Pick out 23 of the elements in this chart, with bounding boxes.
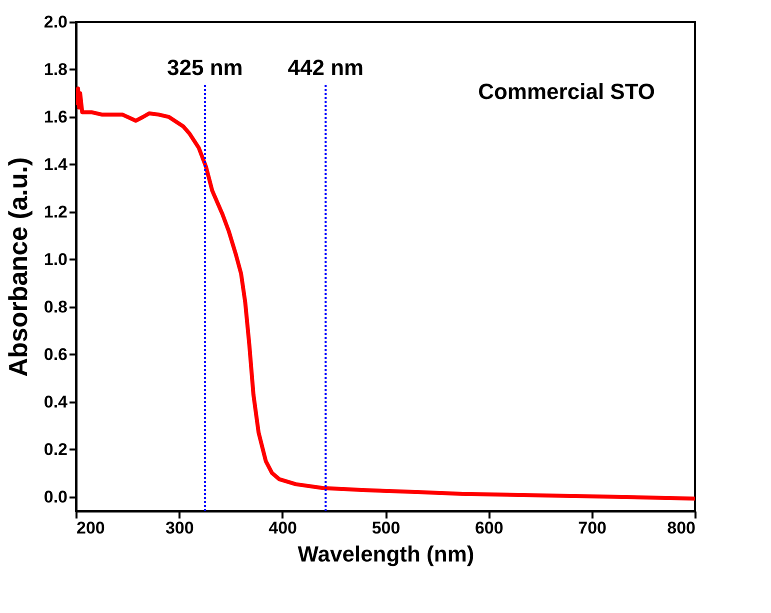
y-tick-label: 0.4 (44, 392, 68, 412)
y-tick-label: 0.0 (44, 487, 68, 506)
x-tick-label: 400 (268, 518, 298, 538)
ref-line-label: 325 nm (167, 55, 243, 80)
x-tick-label: 700 (578, 518, 607, 538)
x-tick-label: 500 (372, 518, 400, 538)
y-tick-label: 0.6 (44, 344, 68, 364)
y-tick-label: 1.0 (44, 250, 68, 269)
y-tick-label: 2.0 (44, 12, 68, 32)
x-axis-title: Wavelength (nm) (298, 542, 474, 566)
x-tick-label: 600 (474, 518, 504, 538)
ref-line-label: 442 nm (288, 55, 364, 80)
y-tick-label: 0.2 (44, 440, 68, 459)
y-axis-title: Absorbance (a.u.) (2, 157, 33, 377)
x-tick-label: 800 (667, 518, 696, 538)
y-tick-label: 1.8 (44, 60, 68, 79)
y-tick-label: 0.8 (44, 297, 68, 316)
y-tick-label: 1.4 (44, 154, 68, 174)
annotation: Commercial STO (478, 79, 655, 104)
x-tick-label: 200 (76, 518, 105, 538)
y-tick-label: 1.2 (44, 202, 68, 222)
y-tick-label: 1.6 (44, 107, 68, 126)
x-tick-label: 300 (165, 518, 194, 538)
